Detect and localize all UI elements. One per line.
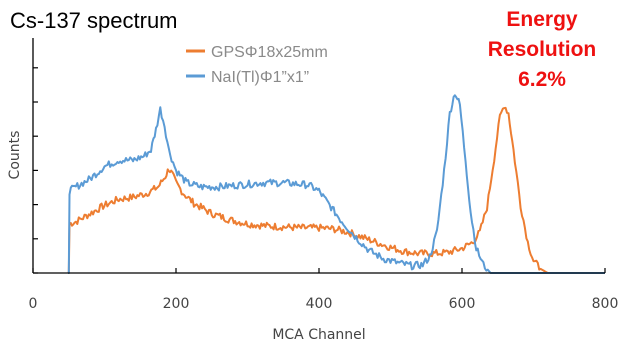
x-tick-label: 0 <box>29 296 38 312</box>
chart-title: Cs-137 spectrum <box>10 8 178 33</box>
plot-series <box>67 94 605 274</box>
x-tick-label: 800 <box>592 296 619 312</box>
x-tick-label: 400 <box>306 296 333 312</box>
annotation-line-1: Energy <box>506 8 578 31</box>
x-axis-ticks: 0 200 400 600 800 <box>29 268 619 312</box>
x-tick-label: 600 <box>449 296 476 312</box>
legend-label-nai: NaI(Tl)Φ1”x1” <box>211 69 309 86</box>
legend: GPSΦ18x25mm NaI(Tl)Φ1”x1” <box>186 44 328 86</box>
series-line-nai <box>67 94 605 274</box>
x-axis-label: MCA Channel <box>272 327 365 343</box>
series-line-gps <box>67 106 605 274</box>
y-axis-ticks <box>33 67 38 274</box>
y-axis-label: Counts <box>7 131 23 180</box>
annotation-line-3: 6.2% <box>518 68 566 91</box>
legend-label-gps: GPSΦ18x25mm <box>211 44 328 61</box>
annotation-line-2: Resolution <box>488 38 597 61</box>
x-tick-label: 200 <box>163 296 190 312</box>
